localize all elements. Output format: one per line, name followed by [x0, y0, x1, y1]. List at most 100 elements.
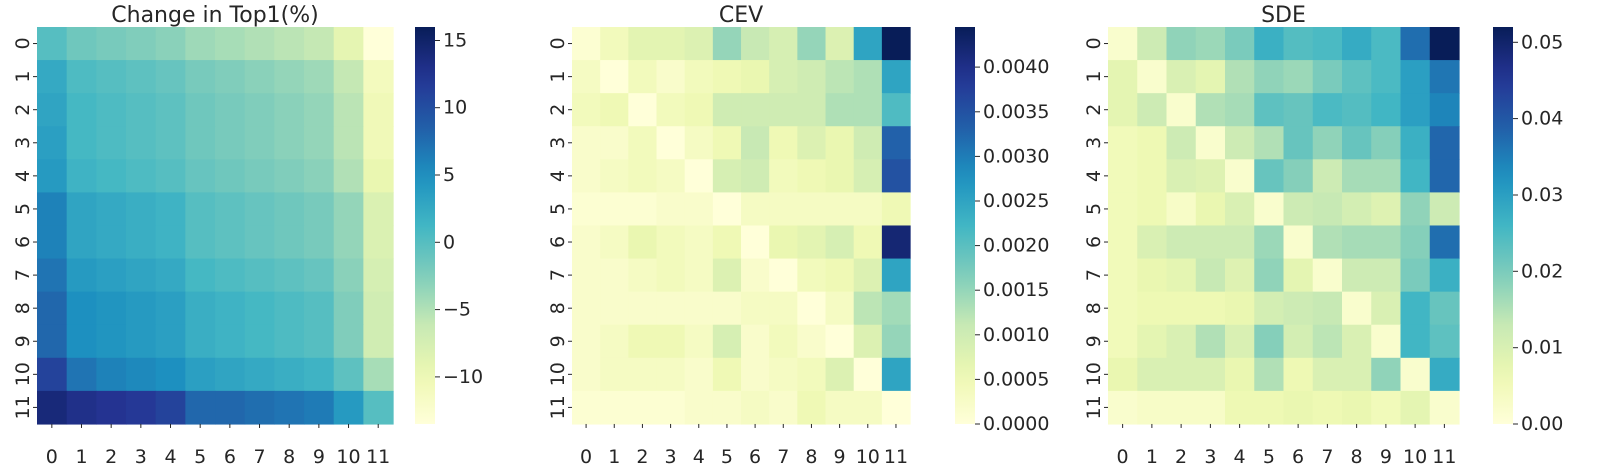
heatmap-cell	[66, 159, 97, 193]
heatmap-cell	[656, 126, 686, 160]
x-tick-label: 8	[283, 446, 295, 468]
heatmap-cell	[684, 27, 714, 61]
heatmap-cell	[1195, 390, 1226, 425]
x-tick-label: 2	[636, 446, 648, 468]
heatmap-cell	[741, 225, 770, 260]
heatmap-cell	[185, 27, 216, 61]
heatmap-cell	[1312, 27, 1343, 61]
heatmap-cell	[1137, 93, 1168, 127]
heatmap-cell	[1283, 258, 1314, 293]
heatmap-cell	[274, 291, 305, 326]
heatmap-cell	[274, 93, 305, 127]
heatmap-cell	[215, 225, 246, 260]
heatmap-cell	[712, 126, 742, 160]
heatmap-cell	[1342, 60, 1372, 94]
heatmap-cell	[155, 390, 186, 425]
heatmap-cell	[769, 27, 798, 61]
x-tick-label: 2	[1175, 446, 1187, 468]
heatmap-cell	[1195, 27, 1226, 61]
heatmap-cell	[363, 357, 394, 392]
x-tick-label: 7	[253, 446, 265, 468]
heatmap-cell	[1400, 357, 1431, 392]
heatmap-cell	[1429, 357, 1460, 392]
heatmap-cell	[628, 324, 658, 359]
heatmap-cell	[244, 258, 275, 293]
heatmap-cell	[1371, 390, 1402, 425]
heatmap-cell	[274, 159, 305, 193]
heatmap-cell	[126, 27, 157, 61]
heatmap-cell	[215, 159, 246, 193]
y-tick-label: 10	[547, 362, 569, 386]
y-tick-label: 4	[1083, 170, 1105, 182]
heatmap-cell	[1166, 27, 1197, 61]
heatmap-cell	[1225, 60, 1255, 94]
heatmap-cell	[1108, 225, 1138, 260]
heatmap-cell	[769, 357, 798, 392]
heatmap-cell	[1283, 60, 1314, 94]
heatmap-cell	[1166, 192, 1197, 227]
heatmap-cell	[600, 357, 629, 392]
heatmap-cell	[96, 357, 127, 392]
heatmap-cell	[363, 225, 394, 260]
heatmap-cell	[769, 192, 798, 227]
y-tick-label: 9	[1083, 335, 1105, 347]
heatmap-cell	[712, 291, 742, 326]
heatmap-cell	[741, 258, 770, 293]
heatmap-cell	[1371, 60, 1402, 94]
heatmap-cell	[769, 324, 798, 359]
heatmap-cell	[304, 93, 335, 127]
heatmap-cell	[628, 357, 658, 392]
heatmap-cell	[684, 291, 714, 326]
y-tick-label: 3	[547, 137, 569, 149]
heatmap-cell	[1429, 60, 1460, 94]
heatmap-cell	[853, 159, 883, 193]
x-tick-label: 8	[1351, 446, 1363, 468]
heatmap-cell	[96, 93, 127, 127]
y-tick-label: 11	[12, 395, 34, 419]
y-tick-label: 8	[12, 302, 34, 314]
heatmap-cell	[1225, 390, 1255, 425]
heatmap-cell	[126, 324, 157, 359]
heatmap-cell	[37, 60, 68, 94]
heatmap-cell	[66, 93, 97, 127]
heatmap-cell	[1108, 27, 1138, 61]
heatmap-cell	[333, 192, 364, 227]
heatmap-cell	[96, 324, 127, 359]
y-tick-label: 8	[1083, 302, 1105, 314]
heatmap-cell	[185, 159, 216, 193]
heatmap-cell	[1225, 258, 1255, 293]
y-tick-label: 9	[12, 335, 34, 347]
heatmap-cell	[881, 27, 911, 61]
heatmap-cell	[881, 93, 911, 127]
heatmap-cell	[600, 192, 629, 227]
heatmap-cell	[1283, 126, 1314, 160]
heatmap-cell	[1283, 225, 1314, 260]
heatmap-cell	[1429, 192, 1460, 227]
heatmap-cell	[1371, 258, 1402, 293]
y-tick-label: 2	[12, 104, 34, 116]
heatmap-cell	[1166, 258, 1197, 293]
y-tick-label: 5	[12, 203, 34, 215]
heatmap-cell	[684, 225, 714, 260]
heatmap-cell	[1225, 126, 1255, 160]
heatmap-cell	[1137, 291, 1168, 326]
heatmap-cell	[1312, 258, 1343, 293]
heatmap-cell	[741, 324, 770, 359]
heatmap-cell	[1108, 192, 1138, 227]
heatmap-cell	[37, 324, 68, 359]
y-tick-label: 6	[1083, 236, 1105, 248]
heatmap-cell	[37, 27, 68, 61]
heatmap-cell	[1254, 324, 1285, 359]
x-tick-label: 3	[665, 446, 677, 468]
heatmap-cell	[600, 126, 629, 160]
heatmap-cell	[1342, 324, 1372, 359]
heatmap-cell	[66, 324, 97, 359]
heatmap-cell	[712, 27, 742, 61]
heatmap-cell	[825, 390, 855, 425]
heatmap-cell	[1371, 291, 1402, 326]
heatmap-cell	[155, 159, 186, 193]
y-tick-label: 10	[1083, 362, 1105, 386]
heatmap-cell	[333, 27, 364, 61]
chart-title: Change in Top1(%)	[111, 3, 318, 28]
